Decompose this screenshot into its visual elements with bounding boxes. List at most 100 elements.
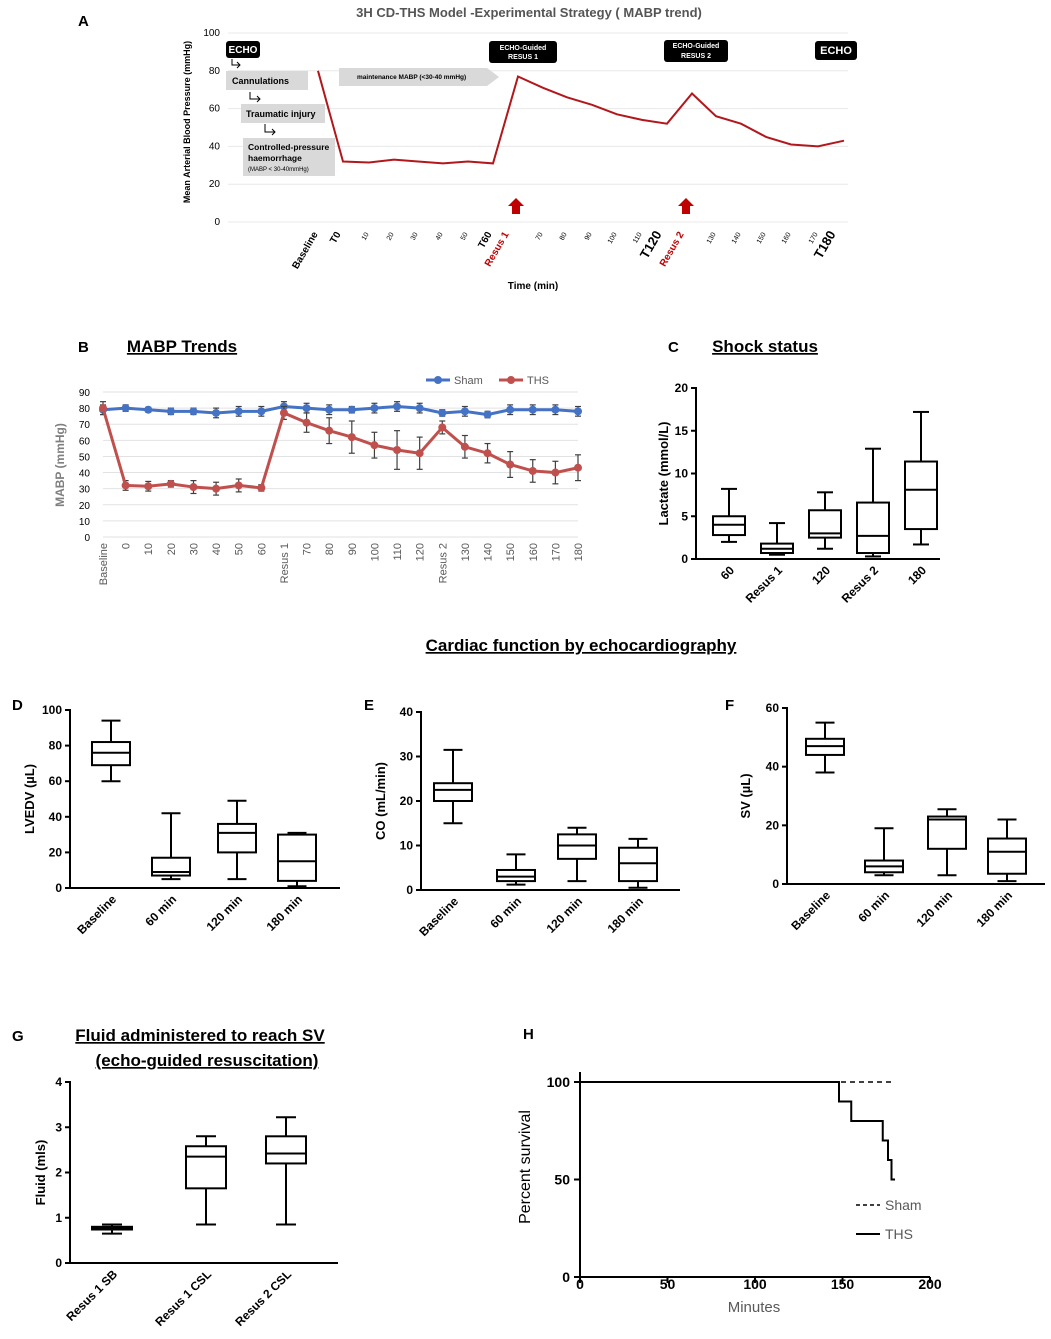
box-iqr bbox=[557, 833, 597, 860]
panel-a-xlabel: Time (min) bbox=[508, 281, 558, 292]
panel-b-xtick: 90 bbox=[347, 543, 359, 555]
y-tick-label: 60 bbox=[766, 701, 780, 715]
echo-right-box bbox=[815, 41, 857, 60]
panel-b-xtick: 50 bbox=[234, 543, 246, 555]
panel-b-ytick: 70 bbox=[79, 420, 91, 431]
panel-c-label: C bbox=[668, 339, 679, 356]
x-tick-label: 180 min bbox=[605, 894, 647, 936]
significance-marker: *** bbox=[816, 0, 835, 4]
box-iqr bbox=[904, 460, 938, 531]
y-tick-label: 5 bbox=[681, 509, 688, 523]
legend-h-ths-label: THS bbox=[885, 1226, 913, 1242]
panel-b-point bbox=[234, 481, 243, 490]
panel-c: C Shock status 0 5 10 15 20 Lactate (mmol/L) 6… bbox=[656, 337, 940, 606]
panel-b-point bbox=[574, 463, 582, 472]
x-tick-label: 60 min bbox=[142, 892, 179, 929]
x-tick-label: Baseline bbox=[788, 888, 833, 933]
cannulations-label: Cannulations bbox=[232, 76, 289, 86]
panel-b-point bbox=[302, 418, 311, 427]
panel-h-line-ths bbox=[580, 1081, 895, 1181]
haemorrhage-label-3: (MABP < 30-40mmHg) bbox=[248, 167, 309, 173]
box-iqr bbox=[277, 833, 317, 882]
panel-a-xtick: 160 bbox=[781, 231, 793, 245]
x-tick-label: Resus 2 CSL bbox=[232, 1267, 294, 1329]
panel-b-gridlines bbox=[103, 391, 578, 538]
panel-b-point bbox=[212, 484, 221, 493]
panel-a-xtick: 150 bbox=[756, 231, 768, 245]
panel-a-xtick: T0 bbox=[328, 230, 344, 246]
x-tick-label: 50 bbox=[660, 1276, 676, 1292]
panel-b-ytick: 20 bbox=[79, 501, 91, 512]
x-tick-label: 60 bbox=[718, 563, 738, 583]
flow-arrow-2-icon bbox=[249, 92, 261, 103]
y-axis-label: Fluid (mls) bbox=[33, 1140, 48, 1206]
x-tick-label: Baseline bbox=[74, 892, 119, 937]
panel-a-xtick: 110 bbox=[632, 231, 644, 244]
panel-a-ytick: 0 bbox=[214, 217, 220, 228]
panel-h-ylabel: Percent survival bbox=[517, 1110, 534, 1224]
echo-left-label: ECHO bbox=[229, 45, 258, 56]
resus2-arrow-icon bbox=[678, 198, 694, 214]
panel-b-xtick: 150 bbox=[505, 543, 517, 561]
y-tick-label: 1 bbox=[55, 1211, 62, 1225]
panel-c-chart: 0 5 10 15 20 Lactate (mmol/L) 60 Resus 1 120 Resu… bbox=[656, 381, 940, 606]
y-tick-label: 15 bbox=[675, 424, 689, 438]
panel-b-point bbox=[393, 446, 402, 454]
x-tick-label: 120 min bbox=[204, 892, 246, 934]
box-iqr bbox=[265, 1135, 307, 1165]
panel-a-xtick: 100 bbox=[607, 231, 619, 245]
traumatic-box bbox=[241, 104, 325, 123]
resus2-label-1: ECHO-Guided bbox=[673, 43, 720, 50]
panel-b-xtick: Resus 2 bbox=[437, 543, 449, 583]
cannulations-box bbox=[226, 71, 308, 90]
legend-ths-marker bbox=[507, 376, 515, 384]
y-axis-label: CO (mL/min) bbox=[373, 762, 388, 840]
y-tick-label: 20 bbox=[400, 794, 414, 808]
panel-b-ytick: 90 bbox=[79, 388, 91, 399]
legend-ths-label: THS bbox=[527, 375, 549, 387]
panel-f-chart: 0 20 40 60 SV (µL) Baseline 60 min 120 min 180 m… bbox=[738, 0, 1045, 933]
x-tick-label: 180 min bbox=[974, 888, 1016, 930]
traumatic-label: Traumatic injury bbox=[246, 109, 316, 119]
resus1-label-1: ECHO-Guided bbox=[500, 45, 547, 52]
panel-g-title-1: Fluid administered to reach SV bbox=[75, 1026, 325, 1045]
panel-a-xtick: 170 bbox=[808, 231, 820, 245]
y-axis-label: LVEDV (µL) bbox=[22, 764, 37, 834]
panel-a-ytick: 20 bbox=[209, 179, 221, 190]
panel-b-xtick: 140 bbox=[483, 543, 495, 561]
panel-b-point bbox=[189, 483, 198, 492]
panel-a: A 3H CD-THS Model -Experimental Strategy… bbox=[78, 5, 857, 292]
panel-f-label: F bbox=[725, 697, 734, 714]
panel-b-series-ths bbox=[99, 401, 582, 496]
panel-b-xticks: Baseline 0 10 20 30 40 50 60 Resus 1 70 80 90 100 110… bbox=[98, 543, 585, 585]
panel-a-ylabel: Mean Arterial Blood Pressure (mmHg) bbox=[182, 41, 192, 203]
panel-b-series-sham bbox=[99, 401, 582, 419]
legend-sham-marker bbox=[434, 376, 442, 384]
panel-b-point bbox=[121, 404, 130, 413]
panel-h-xlabel: Minutes bbox=[728, 1299, 781, 1316]
panel-b-point bbox=[189, 407, 198, 416]
panel-a-xtick: 30 bbox=[410, 231, 420, 241]
y-tick-label: 0 bbox=[681, 552, 688, 566]
panel-b-point bbox=[325, 426, 334, 435]
panel-b-xtick: Baseline bbox=[98, 543, 110, 585]
maintenance-arrow bbox=[339, 68, 499, 86]
y-tick-label: 10 bbox=[675, 467, 689, 481]
panel-b-point bbox=[370, 441, 379, 450]
significance-marker: *** bbox=[102, 0, 121, 4]
x-tick-label: Baseline bbox=[416, 894, 461, 939]
x-tick-label: 60 min bbox=[855, 888, 892, 925]
panel-b-point bbox=[438, 408, 447, 417]
resus2-box bbox=[664, 40, 728, 62]
y-tick-label: 4 bbox=[55, 1075, 62, 1089]
y-tick-label: 40 bbox=[766, 760, 780, 774]
panel-b-point bbox=[551, 405, 560, 414]
panel-b-ylabel: MABP (mmHg) bbox=[53, 423, 67, 507]
panel-b-ytick: 10 bbox=[79, 517, 91, 528]
haemorrhage-box bbox=[243, 138, 335, 176]
panel-h-label: H bbox=[523, 1026, 534, 1043]
panel-b-point bbox=[506, 460, 515, 469]
panel-a-ytick: 60 bbox=[209, 104, 221, 115]
panel-d-label: D bbox=[12, 697, 23, 714]
